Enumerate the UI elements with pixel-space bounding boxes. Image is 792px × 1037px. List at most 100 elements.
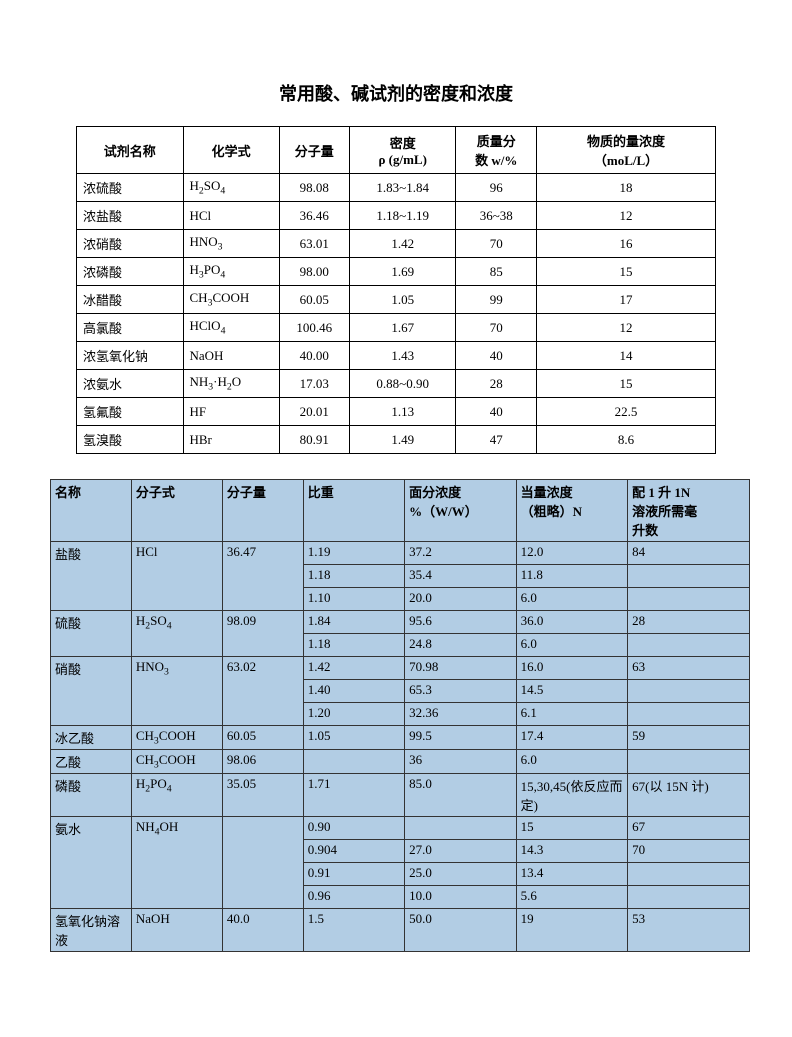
cell-conc: 18 <box>537 174 716 202</box>
table-row: 氨水NH4OH0.901567 <box>51 817 750 840</box>
cell-wp: 24.8 <box>405 634 517 657</box>
cell-wp: 99.5 <box>405 726 517 750</box>
cell-mw <box>222 817 303 909</box>
col2-sg: 比重 <box>303 480 404 542</box>
cell-ml <box>628 703 750 726</box>
cell-formula: H2PO4 <box>131 774 222 817</box>
cell-name: 浓磷酸 <box>77 258 184 286</box>
cell-eq: 12.0 <box>516 542 628 565</box>
cell-formula: CH3COOH <box>183 286 279 314</box>
cell-eq: 13.4 <box>516 863 628 886</box>
cell-wp: 35.4 <box>405 565 517 588</box>
cell-eq: 14.3 <box>516 840 628 863</box>
cell-eq: 15,30,45(依反应而定) <box>516 774 628 817</box>
cell-name: 乙酸 <box>51 750 132 774</box>
cell-mass: 47 <box>456 426 537 454</box>
cell-ml <box>628 565 750 588</box>
cell-sg: 1.18 <box>303 565 404 588</box>
cell-sg: 1.10 <box>303 588 404 611</box>
cell-sg: 1.71 <box>303 774 404 817</box>
col-name: 试剂名称 <box>77 127 184 174</box>
table-row: 硝酸HNO363.021.4270.9816.063 <box>51 657 750 680</box>
table-row: 浓氨水NH3·H2O17.030.88~0.902815 <box>77 370 716 398</box>
detail-table: 名称 分子式 分子量 比重 面分浓度%（W/W） 当量浓度（粗略）N 配 1 升… <box>50 479 750 952</box>
table-row: 浓硝酸HNO363.011.427016 <box>77 230 716 258</box>
cell-mw: 63.02 <box>222 657 303 726</box>
cell-density: 1.42 <box>349 230 456 258</box>
cell-mw: 40.00 <box>279 342 349 370</box>
cell-conc: 17 <box>537 286 716 314</box>
cell-conc: 14 <box>537 342 716 370</box>
cell-wp: 36 <box>405 750 517 774</box>
cell-mw: 80.91 <box>279 426 349 454</box>
cell-ml: 53 <box>628 909 750 952</box>
cell-eq: 17.4 <box>516 726 628 750</box>
cell-formula: HNO3 <box>131 657 222 726</box>
cell-mw: 100.46 <box>279 314 349 342</box>
table-row: 乙酸CH3COOH98.06366.0 <box>51 750 750 774</box>
cell-wp: 10.0 <box>405 886 517 909</box>
cell-sg <box>303 750 404 774</box>
cell-name: 冰乙酸 <box>51 726 132 750</box>
col-density: 密度ρ (g/mL) <box>349 127 456 174</box>
cell-density: 1.13 <box>349 398 456 426</box>
col2-name: 名称 <box>51 480 132 542</box>
cell-mw: 60.05 <box>279 286 349 314</box>
reagent-table: 试剂名称 化学式 分子量 密度ρ (g/mL) 质量分数 w/% 物质的量浓度（… <box>76 126 716 454</box>
cell-density: 1.49 <box>349 426 456 454</box>
col-mw: 分子量 <box>279 127 349 174</box>
cell-wp: 85.0 <box>405 774 517 817</box>
cell-ml: 67(以 15N 计) <box>628 774 750 817</box>
cell-density: 1.83~1.84 <box>349 174 456 202</box>
cell-name: 冰醋酸 <box>77 286 184 314</box>
cell-sg: 0.96 <box>303 886 404 909</box>
cell-formula: NH3·H2O <box>183 370 279 398</box>
cell-mw: 98.09 <box>222 611 303 657</box>
cell-eq: 6.0 <box>516 588 628 611</box>
table-row: 冰醋酸CH3COOH60.051.059917 <box>77 286 716 314</box>
cell-mw: 36.47 <box>222 542 303 611</box>
cell-ml: 59 <box>628 726 750 750</box>
cell-mass: 36~38 <box>456 202 537 230</box>
cell-wp: 95.6 <box>405 611 517 634</box>
cell-conc: 22.5 <box>537 398 716 426</box>
cell-name: 盐酸 <box>51 542 132 611</box>
cell-mass: 96 <box>456 174 537 202</box>
cell-eq: 36.0 <box>516 611 628 634</box>
cell-sg: 1.05 <box>303 726 404 750</box>
col2-mw: 分子量 <box>222 480 303 542</box>
cell-sg: 1.18 <box>303 634 404 657</box>
cell-mass: 28 <box>456 370 537 398</box>
cell-sg: 0.91 <box>303 863 404 886</box>
cell-formula: HCl <box>183 202 279 230</box>
cell-sg: 1.40 <box>303 680 404 703</box>
header-row: 名称 分子式 分子量 比重 面分浓度%（W/W） 当量浓度（粗略）N 配 1 升… <box>51 480 750 542</box>
col-mass: 质量分数 w/% <box>456 127 537 174</box>
cell-name: 磷酸 <box>51 774 132 817</box>
page-title: 常用酸、碱试剂的密度和浓度 <box>50 80 742 106</box>
cell-name: 浓硝酸 <box>77 230 184 258</box>
cell-eq: 6.1 <box>516 703 628 726</box>
cell-eq: 16.0 <box>516 657 628 680</box>
cell-ml: 67 <box>628 817 750 840</box>
cell-eq: 11.8 <box>516 565 628 588</box>
cell-mass: 85 <box>456 258 537 286</box>
cell-mw: 60.05 <box>222 726 303 750</box>
cell-formula: CH3COOH <box>131 726 222 750</box>
cell-mw: 98.08 <box>279 174 349 202</box>
cell-mw: 40.0 <box>222 909 303 952</box>
table-row: 浓盐酸HCl36.461.18~1.1936~3812 <box>77 202 716 230</box>
cell-eq: 6.0 <box>516 634 628 657</box>
table-row: 盐酸HCl36.471.1937.212.084 <box>51 542 750 565</box>
cell-name: 硫酸 <box>51 611 132 657</box>
cell-density: 0.88~0.90 <box>349 370 456 398</box>
cell-mass: 40 <box>456 342 537 370</box>
cell-sg: 1.19 <box>303 542 404 565</box>
cell-conc: 16 <box>537 230 716 258</box>
col2-formula: 分子式 <box>131 480 222 542</box>
cell-mass: 70 <box>456 230 537 258</box>
cell-conc: 12 <box>537 314 716 342</box>
cell-wp: 32.36 <box>405 703 517 726</box>
cell-density: 1.05 <box>349 286 456 314</box>
cell-ml <box>628 588 750 611</box>
